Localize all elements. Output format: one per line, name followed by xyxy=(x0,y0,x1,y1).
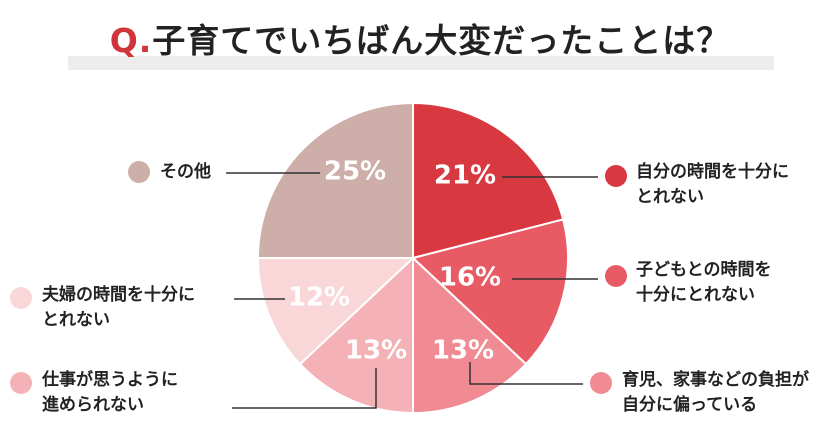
title-underline-band xyxy=(68,56,774,70)
legend-swatch xyxy=(128,161,150,183)
slice-category-label-line: 夫婦の時間を十分に xyxy=(42,285,195,305)
legend-swatch xyxy=(590,372,612,394)
question-prefix: Q. xyxy=(109,21,153,60)
slice-category-label: 仕事が思うように 進められない xyxy=(42,368,178,418)
legend-swatch xyxy=(10,287,32,309)
slice-percent-label: 12% xyxy=(288,283,350,313)
legend-swatch xyxy=(605,165,627,187)
slice-category-label-line: とれない xyxy=(636,187,704,207)
pie-slice xyxy=(298,255,414,415)
slice-category-label-line: 十分にとれない xyxy=(636,285,755,305)
slice-category-label-line: 育児、家事などの負担が xyxy=(622,370,809,390)
legend-swatch xyxy=(10,372,32,394)
slice-category-label-line: とれない xyxy=(42,310,110,330)
pie-slice xyxy=(412,255,528,415)
slice-category-label: その他 xyxy=(160,160,211,185)
pie-slice xyxy=(256,101,414,259)
slice-percent-label: 16% xyxy=(439,263,501,293)
slice-category-label-line: 仕事が思うように xyxy=(42,370,178,390)
pie-slice xyxy=(412,101,565,260)
slice-category-label-line: その他 xyxy=(160,162,211,182)
slice-category-label: 自分の時間を十分に とれない xyxy=(636,160,789,210)
pie-slice xyxy=(256,257,416,366)
slice-category-label: 夫婦の時間を十分に とれない xyxy=(42,283,195,333)
legend-swatch xyxy=(605,265,627,287)
slice-percent-label: 21% xyxy=(434,161,496,191)
pie-slice xyxy=(410,218,569,366)
leader-line xyxy=(469,362,583,385)
question-text: 子育てでいちばん大変だったことは？ xyxy=(152,21,731,60)
slice-category-label-line: 自分に偏っている xyxy=(622,395,758,415)
slice-category-label-line: 子どもとの時間を xyxy=(636,260,772,280)
slice-percent-label: 13% xyxy=(432,336,494,366)
slice-category-label: 育児、家事などの負担が 自分に偏っている xyxy=(622,368,809,418)
slice-category-label-line: 進められない xyxy=(42,395,144,415)
slice-percent-label: 25% xyxy=(324,157,386,187)
slice-percent-label: 13% xyxy=(345,336,407,366)
leader-line xyxy=(232,368,377,409)
page-title: Q.子育てでいちばん大変だったことは？ xyxy=(0,14,840,62)
slice-category-label-line: 自分の時間を十分に xyxy=(636,162,789,182)
slice-category-label: 子どもとの時間を 十分にとれない xyxy=(636,258,772,308)
